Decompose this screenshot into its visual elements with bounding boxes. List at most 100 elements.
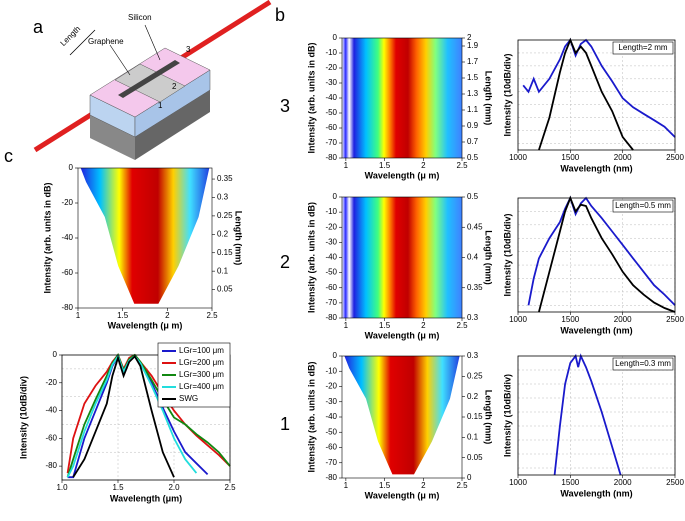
y-axis-label: Intensity (10dB/div) [18,376,28,459]
x-tick-label: 1000 [509,153,527,162]
x-tick-label: 2500 [666,153,684,162]
substrate-front [90,115,135,160]
y-tick-label: -20 [325,382,337,391]
diagram-label: Silicon [128,13,152,22]
y2-tick-label: 0.3 [217,193,229,202]
y2-tick-label: 0.35 [217,174,233,183]
y-tick-label: -30 [325,237,337,246]
annotation: Length=2 mm [618,43,667,52]
diagram-label: Length [59,24,83,48]
y2-tick-label: 0.2 [467,392,479,401]
x-axis-label: Wavelength (μ m) [108,320,183,330]
x-tick-label: 1.0 [56,483,68,492]
x-tick-label: 1.5 [117,311,129,320]
y2-tick-label: 0.1 [467,432,479,441]
diagram-label: 1 [158,101,163,110]
substrate-side [135,90,210,160]
y-tick-label: -80 [61,303,73,312]
x-axis-label: Wavelength (μ m) [365,170,440,180]
row-label: 2 [280,252,290,272]
y2-tick-label: 0.05 [467,453,483,462]
row-label: 1 [280,414,290,434]
legend-label: LGr=100 μm [179,346,224,355]
legend-label: LGr=300 μm [179,370,224,379]
y-tick-label: 0 [69,163,74,172]
y2-tick-label: 0.5 [467,153,479,162]
y-tick-label: -60 [325,123,337,132]
y-tick-label: -70 [325,458,337,467]
y-tick-label: 0 [53,350,58,359]
y2-tick-label: 0.9 [467,121,479,130]
y-axis-label: Intensity (arb. units in dB) [306,42,316,153]
y2-tick-label: 0 [467,473,472,482]
y-tick-label: -60 [61,268,73,277]
panel-label: a [33,17,44,37]
y-tick-label: 0 [333,33,338,42]
panel-label: b [275,5,285,25]
y-tick-label: -80 [45,461,57,470]
x-axis-label: Wavelength (nm) [560,488,632,498]
x-tick-label: 1000 [509,315,527,324]
x-tick-label: 1.5 [379,481,391,490]
y-tick-label: -10 [325,366,337,375]
x-tick-label: 1.5 [112,483,124,492]
x-tick-label: 2 [165,311,170,320]
x-axis-label: Wavelength (μm) [110,493,182,503]
y-tick-label: -80 [325,153,337,162]
y2-tick-label: 0.25 [467,371,483,380]
y-tick-label: -20 [325,63,337,72]
x-tick-label: 2.5 [456,321,468,330]
y-tick-label: -80 [325,313,337,322]
series-line [538,37,634,151]
leader [109,44,131,76]
x-tick-label: 2500 [666,315,684,324]
heatmap-field [344,356,460,475]
y-tick-label: -70 [325,138,337,147]
y2-tick-label: 0.25 [217,211,233,220]
y-tick-label: -40 [325,412,337,421]
y2-tick-label: 0.3 [467,313,479,322]
y2-tick-label: 1.5 [467,73,479,82]
y2-tick-label: 0.7 [467,137,479,146]
y2-axis-label: Length (mm) [234,211,244,266]
series-line [72,354,175,478]
x-tick-label: 2.0 [168,483,180,492]
annotation-box [612,199,674,213]
panel-label: c [4,146,13,166]
y-tick-label: -40 [325,93,337,102]
x-tick-label: 1 [344,481,349,490]
y2-tick-label: 2 [467,33,472,42]
y-tick-label: -60 [325,283,337,292]
legend-label: LGr=200 μm [179,358,224,367]
y-tick-label: -20 [325,222,337,231]
y-tick-label: -20 [45,378,57,387]
x-tick-label: 1.5 [379,321,391,330]
plot-frame [517,39,676,151]
heatmap-field [342,38,462,158]
x-axis-label: Wavelength (μ m) [365,330,440,340]
graphene-sheet [114,63,186,103]
y2-tick-label: 0.1 [217,266,229,275]
x-tick-label: 2 [421,481,426,490]
y2-tick-label: 1.7 [467,57,479,66]
x-tick-label: 2000 [614,315,632,324]
y-axis-label: Intensity (arb. units in dB) [306,361,316,472]
x-tick-label: 1 [344,161,349,170]
annotation: Length=0.5 mm [615,201,671,210]
y2-tick-label: 0.5 [467,192,479,201]
diagram-label: 2 [172,82,177,91]
plot-frame [61,354,231,481]
length-arrow [69,29,96,56]
legend-label: LGr=400 μm [179,382,224,391]
row-label: 3 [280,96,290,116]
device-diagram [33,0,272,160]
y2-tick-label: 0.45 [467,222,483,231]
y-tick-label: -10 [325,48,337,57]
annotation: Length=0.3 mm [615,359,671,368]
y2-tick-label: 1.9 [467,41,479,50]
y-tick-label: -30 [325,78,337,87]
y2-tick-label: 0.05 [217,285,233,294]
y2-axis-label: Length (mm) [484,71,494,126]
y-axis-label: Intensity (10dB/div) [502,53,512,136]
